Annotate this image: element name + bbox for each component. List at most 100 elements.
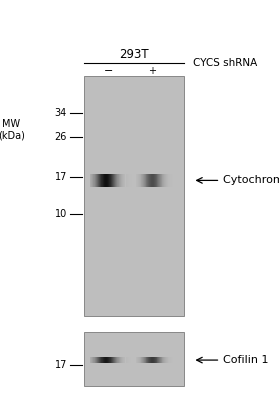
Bar — [104, 174, 105, 187]
Bar — [128, 174, 129, 187]
Bar — [94, 357, 95, 363]
Bar — [106, 174, 107, 187]
Bar — [102, 357, 103, 363]
Bar — [120, 174, 121, 187]
Bar — [91, 174, 92, 187]
Bar — [100, 174, 101, 187]
Bar — [156, 174, 157, 187]
Text: 293T: 293T — [119, 48, 149, 60]
Bar — [94, 174, 95, 187]
Bar — [98, 174, 99, 187]
Bar — [132, 357, 133, 363]
Bar — [149, 174, 150, 187]
Bar — [84, 332, 184, 386]
Bar — [125, 174, 126, 187]
Bar — [165, 174, 166, 187]
Bar — [107, 174, 108, 187]
Bar — [123, 174, 124, 187]
Bar — [131, 174, 132, 187]
Bar — [139, 357, 140, 363]
Bar — [131, 357, 132, 363]
Bar — [155, 174, 156, 187]
Bar — [115, 174, 116, 187]
Bar — [161, 357, 162, 363]
Bar — [112, 174, 113, 187]
Bar — [111, 357, 112, 363]
Bar — [84, 76, 184, 316]
Text: Cofilin 1: Cofilin 1 — [223, 355, 269, 365]
Text: CYCS shRNA: CYCS shRNA — [193, 58, 257, 68]
Bar — [154, 174, 155, 187]
Bar — [108, 174, 109, 187]
Bar — [97, 357, 98, 363]
Bar — [168, 174, 169, 187]
Bar — [139, 174, 140, 187]
Bar — [95, 357, 96, 363]
Bar — [159, 174, 160, 187]
Bar — [92, 174, 93, 187]
Bar — [100, 357, 101, 363]
Bar — [163, 174, 164, 187]
Text: 34: 34 — [55, 108, 67, 118]
Bar — [130, 357, 131, 363]
Bar — [103, 174, 104, 187]
Bar — [97, 174, 98, 187]
Bar — [98, 357, 99, 363]
Bar — [130, 174, 131, 187]
Bar — [142, 357, 143, 363]
Bar — [128, 357, 129, 363]
Bar — [103, 357, 104, 363]
Text: +: + — [148, 66, 156, 76]
Bar — [148, 174, 149, 187]
Bar — [157, 174, 158, 187]
Bar — [116, 174, 117, 187]
Text: 26: 26 — [55, 132, 67, 142]
Bar — [152, 357, 153, 363]
Bar — [109, 174, 110, 187]
Bar — [145, 357, 146, 363]
Bar — [143, 174, 144, 187]
Bar — [153, 174, 154, 187]
Bar — [162, 357, 163, 363]
Bar — [118, 357, 119, 363]
Bar — [101, 357, 102, 363]
Bar — [95, 174, 96, 187]
Bar — [120, 357, 121, 363]
Bar — [164, 174, 165, 187]
Bar — [155, 357, 156, 363]
Bar — [154, 357, 155, 363]
Bar — [153, 357, 154, 363]
Bar — [99, 174, 100, 187]
Bar — [163, 357, 164, 363]
Bar — [126, 357, 127, 363]
Bar — [141, 357, 142, 363]
Bar — [171, 174, 172, 187]
Bar — [110, 174, 111, 187]
Bar — [110, 357, 111, 363]
Bar — [152, 174, 153, 187]
Bar — [111, 174, 112, 187]
Bar — [91, 357, 92, 363]
Bar — [159, 357, 160, 363]
Bar — [157, 357, 158, 363]
Bar — [109, 357, 110, 363]
Bar — [124, 357, 125, 363]
Bar — [168, 357, 169, 363]
Bar — [147, 174, 148, 187]
Bar — [116, 357, 117, 363]
Bar — [124, 174, 125, 187]
Bar — [151, 357, 152, 363]
Bar — [149, 357, 150, 363]
Bar — [150, 174, 151, 187]
Bar — [162, 174, 163, 187]
Bar — [126, 174, 127, 187]
Bar — [166, 357, 167, 363]
Text: MW
(kDa): MW (kDa) — [0, 119, 25, 141]
Bar — [93, 357, 94, 363]
Bar — [113, 174, 114, 187]
Bar — [138, 357, 139, 363]
Bar — [144, 357, 145, 363]
Text: Cytochrome C: Cytochrome C — [223, 176, 279, 186]
Bar — [171, 357, 172, 363]
Bar — [142, 174, 143, 187]
